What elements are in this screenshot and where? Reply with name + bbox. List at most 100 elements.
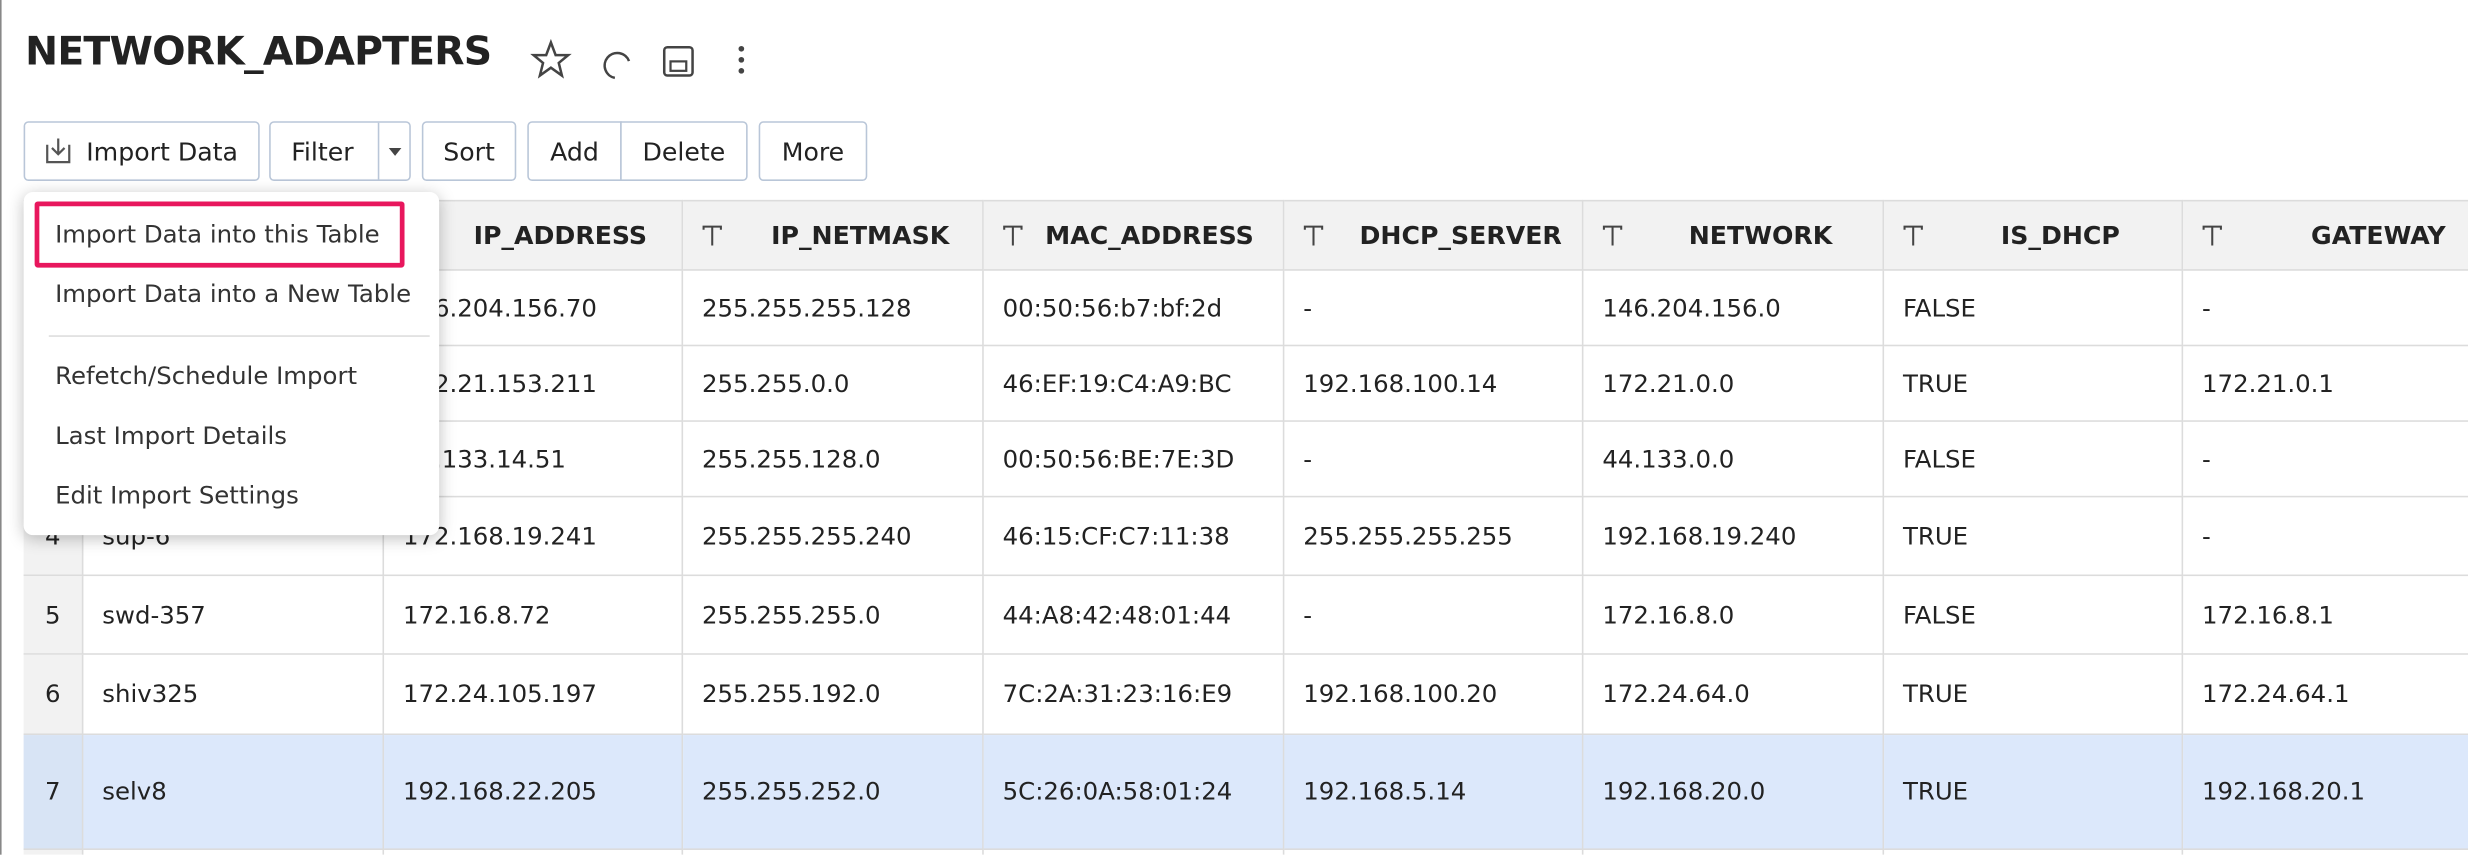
table-cell[interactable]: selv8	[83, 735, 385, 850]
refresh-icon[interactable]	[600, 48, 631, 80]
menu-item[interactable]: Last Import Details	[55, 421, 287, 451]
table-cell[interactable]: -	[2183, 422, 2468, 498]
table-cell[interactable]: 172.16.8.1	[2183, 576, 2468, 655]
column-header[interactable]: GATEWAY	[2183, 199, 2468, 271]
row-number: 5	[23, 576, 84, 655]
table-cell[interactable]: FALSE	[1884, 270, 2184, 347]
table-cell[interactable]: FALSE	[1884, 576, 2184, 655]
table-cell[interactable]: 255.255.252.0	[683, 735, 984, 850]
header-text: IP_NETMASK	[771, 220, 950, 251]
column-header[interactable]: DHCP_SERVER	[1284, 199, 1584, 271]
column-header[interactable]: IP_NETMASK	[683, 199, 984, 271]
table-cell[interactable]: 172.16.8.0	[1583, 576, 1885, 655]
cell-text: 172.24.105.197	[402, 679, 597, 709]
delete-button[interactable]: Delete	[620, 121, 748, 182]
table-cell[interactable]: 46:15:CF:C7:11:38	[983, 497, 1285, 577]
table-cell[interactable]: swd-357	[83, 576, 385, 655]
menu-item[interactable]: Import Data into a New Table	[55, 280, 412, 309]
cell-text: 00:50:56:b7:bf:2d	[1002, 293, 1223, 322]
filter-button[interactable]: Filter	[269, 121, 411, 182]
cell-text: TRUE	[1902, 777, 1969, 806]
table-cell[interactable]: 46:EF:19:C4:A9:BC	[983, 346, 1285, 422]
table-cell[interactable]: 192.168.19.240	[1583, 497, 1885, 577]
header-text: DHCP_SERVER	[1359, 220, 1562, 251]
table-cell[interactable]: -	[1284, 421, 1584, 498]
cell-text: FALSE	[1902, 444, 1976, 473]
table-cell[interactable]: 255.255.128.0	[683, 421, 984, 498]
button-label: Import Data	[86, 136, 238, 167]
table-cell[interactable]: 192.168.100.20	[1284, 654, 1584, 736]
cell-text: -	[1303, 600, 1313, 629]
table-cell[interactable]: 192.168.100.14	[1284, 346, 1584, 422]
more-icon	[738, 56, 745, 63]
table-cell[interactable]: 192.168.20.1	[2183, 735, 2468, 850]
table-cell[interactable]: 172.21.0.1	[2183, 346, 2468, 422]
table-cell[interactable]: -	[1284, 576, 1584, 655]
table-cell[interactable]: 172.21.0.0	[1583, 346, 1885, 422]
table-cell[interactable]: 00:50:56:BE:7E:3D	[983, 421, 1285, 498]
dropdown-arrow[interactable]	[387, 146, 403, 159]
import-icon	[46, 138, 71, 164]
menu-item[interactable]: Refetch/Schedule Import	[55, 362, 358, 391]
button-label: Filter	[291, 136, 354, 167]
table-cell[interactable]: 192.168.20.0	[1583, 735, 1885, 850]
menu-item[interactable]: Import Data into this Table	[55, 220, 380, 249]
sort-button[interactable]: Sort	[421, 121, 517, 182]
table-cell[interactable]: -	[2183, 271, 2468, 347]
table-cell[interactable]: shiv325	[83, 654, 385, 736]
cell-text: 6	[44, 679, 61, 709]
cell-text: 00:50:56:BE:7E:3D	[1002, 444, 1235, 473]
table-cell[interactable]: -	[2183, 497, 2468, 577]
table-cell[interactable]: 255.255.255.128	[683, 270, 984, 347]
import-menu: Import Data into this Table Import Data …	[23, 192, 440, 536]
cell-text: TRUE	[1902, 369, 1969, 398]
column-header[interactable]: NETWORK	[1583, 199, 1885, 271]
table-cell[interactable]: 172.24.64.1	[2183, 655, 2468, 736]
cell-text: 255.255.255.128	[702, 293, 912, 322]
row-number: 6	[23, 654, 84, 736]
table-cell[interactable]: 7C:2A:31:23:16:E9	[983, 654, 1285, 736]
save-icon[interactable]	[662, 45, 694, 77]
more-icon[interactable]	[738, 45, 745, 52]
table-cell[interactable]: TRUE	[1884, 735, 2184, 850]
table-cell[interactable]: 255.255.255.255	[1284, 497, 1584, 577]
import-button[interactable]: Import Data	[23, 121, 260, 182]
table-cell	[384, 849, 684, 855]
favorite-icon[interactable]	[530, 38, 572, 79]
table-cell	[23, 849, 84, 855]
cell-text: TRUE	[1902, 521, 1969, 551]
cell-text: -	[1303, 293, 1313, 322]
table-cell[interactable]: 172.16.8.72	[384, 576, 684, 655]
cell-text: 255.255.255.255	[1303, 521, 1513, 551]
column-header[interactable]: IS_DHCP	[1884, 199, 2184, 271]
table-cell[interactable]: 44.133.0.0	[1583, 421, 1885, 498]
table-cell[interactable]: -	[1284, 270, 1584, 347]
table-cell[interactable]: 255.255.255.240	[683, 497, 984, 577]
add-button[interactable]: Add	[527, 121, 622, 182]
table-cell[interactable]: FALSE	[1884, 421, 2184, 498]
table-cell[interactable]: 44:A8:42:48:01:44	[983, 576, 1285, 655]
table-cell[interactable]: 172.24.64.0	[1583, 654, 1885, 736]
cell-text: 255.255.255.0	[702, 600, 881, 629]
cell-text: FALSE	[1902, 600, 1976, 629]
more-button[interactable]: More	[758, 121, 868, 182]
table-cell[interactable]: 172.24.105.197	[384, 654, 684, 736]
table-cell[interactable]: 146.204.156.0	[1583, 270, 1885, 347]
menu-item[interactable]: Edit Import Settings	[55, 481, 299, 510]
text-type-icon	[2202, 225, 2222, 246]
table-cell[interactable]: 255.255.0.0	[683, 346, 984, 422]
table-cell[interactable]: 255.255.255.0	[683, 576, 984, 655]
column-header[interactable]: MAC_ADDRESS	[983, 199, 1285, 271]
table-cell[interactable]: 5C:26:0A:58:01:24	[983, 735, 1285, 850]
page-title: NETWORK_ADAPTERS	[25, 28, 492, 74]
row-number: 7	[23, 735, 84, 850]
table-cell[interactable]: TRUE	[1884, 654, 2184, 736]
table-cell[interactable]: 00:50:56:b7:bf:2d	[983, 270, 1285, 347]
table-cell[interactable]: TRUE	[1884, 497, 2184, 577]
table-cell[interactable]: 192.168.5.14	[1284, 735, 1584, 850]
table-cell[interactable]: TRUE	[1884, 346, 2184, 422]
table-cell[interactable]: 192.168.22.205	[384, 735, 684, 850]
table-cell[interactable]: 255.255.192.0	[683, 654, 984, 736]
save-icon-part	[669, 60, 688, 72]
